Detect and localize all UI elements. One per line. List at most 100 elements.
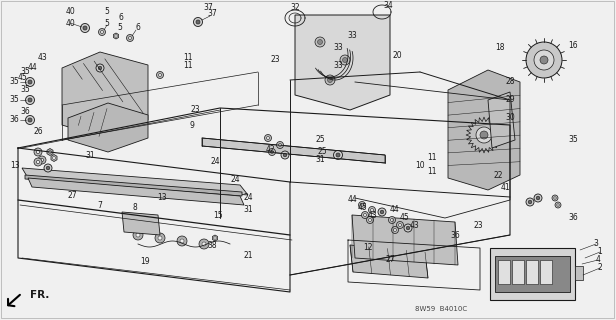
Text: 40: 40: [65, 7, 75, 17]
Circle shape: [342, 58, 347, 62]
Text: 22: 22: [493, 171, 503, 180]
Circle shape: [267, 137, 269, 140]
Text: 23: 23: [473, 220, 483, 229]
Text: 44: 44: [390, 205, 400, 214]
Text: 45: 45: [400, 213, 410, 222]
Text: 45: 45: [357, 204, 367, 212]
Circle shape: [554, 197, 556, 199]
Polygon shape: [113, 33, 119, 39]
Circle shape: [534, 194, 542, 202]
Circle shape: [528, 200, 532, 204]
Circle shape: [180, 239, 184, 243]
Circle shape: [283, 153, 287, 157]
Text: 27: 27: [385, 255, 395, 265]
Text: 5: 5: [118, 22, 123, 31]
Text: 29: 29: [505, 95, 515, 105]
Text: 35: 35: [20, 85, 30, 94]
Text: 12: 12: [363, 244, 373, 252]
Polygon shape: [122, 212, 160, 235]
Text: 8: 8: [132, 204, 137, 212]
Polygon shape: [202, 138, 385, 163]
Text: 44: 44: [27, 63, 37, 73]
Text: 37: 37: [207, 10, 217, 19]
Text: 11: 11: [183, 53, 193, 62]
Text: 5: 5: [105, 19, 110, 28]
Polygon shape: [295, 15, 390, 110]
Text: 1: 1: [598, 247, 602, 257]
Circle shape: [278, 144, 282, 147]
Circle shape: [49, 151, 51, 153]
Polygon shape: [352, 215, 458, 265]
Text: 19: 19: [140, 258, 150, 267]
Polygon shape: [62, 52, 148, 138]
Circle shape: [41, 158, 44, 162]
Text: 28: 28: [505, 77, 515, 86]
Text: 2: 2: [598, 263, 602, 273]
Text: 23: 23: [270, 55, 280, 65]
Text: 3: 3: [594, 239, 598, 249]
Bar: [495, 256, 570, 292]
Circle shape: [25, 95, 34, 105]
Circle shape: [44, 164, 52, 172]
Circle shape: [380, 210, 384, 214]
Bar: [512, 260, 524, 284]
Circle shape: [336, 153, 340, 157]
Circle shape: [155, 233, 165, 243]
Circle shape: [115, 35, 117, 37]
Polygon shape: [68, 103, 148, 152]
Circle shape: [199, 239, 209, 249]
Circle shape: [177, 236, 187, 246]
Circle shape: [98, 66, 102, 70]
Circle shape: [552, 195, 558, 201]
Circle shape: [526, 198, 534, 206]
Circle shape: [540, 56, 548, 64]
Circle shape: [99, 28, 105, 36]
Text: 30: 30: [505, 114, 515, 123]
Text: 34: 34: [383, 1, 393, 10]
Polygon shape: [213, 235, 217, 241]
Text: 25: 25: [317, 148, 327, 156]
Text: 32: 32: [290, 4, 300, 12]
Circle shape: [136, 233, 140, 237]
Text: 36: 36: [568, 213, 578, 222]
Circle shape: [367, 217, 373, 223]
Circle shape: [534, 50, 554, 70]
Text: 24: 24: [243, 194, 253, 203]
Circle shape: [363, 214, 367, 216]
Polygon shape: [28, 178, 244, 205]
Circle shape: [193, 18, 203, 27]
Text: 33: 33: [333, 44, 343, 52]
Text: 42: 42: [265, 146, 275, 155]
Circle shape: [100, 31, 103, 33]
Circle shape: [96, 64, 104, 72]
Text: 45: 45: [17, 73, 27, 82]
Polygon shape: [466, 117, 502, 153]
Text: 11: 11: [428, 167, 437, 177]
Circle shape: [28, 98, 32, 102]
Circle shape: [202, 242, 206, 246]
Text: 13: 13: [157, 194, 167, 203]
Text: 11: 11: [183, 60, 193, 69]
Text: 35: 35: [20, 68, 30, 76]
Text: 35: 35: [568, 135, 578, 145]
Circle shape: [28, 80, 32, 84]
Circle shape: [317, 39, 323, 44]
Text: 16: 16: [568, 41, 578, 50]
Polygon shape: [448, 70, 520, 190]
Circle shape: [156, 71, 163, 78]
Circle shape: [557, 204, 559, 206]
Text: 23: 23: [190, 106, 200, 115]
Text: 31: 31: [85, 150, 95, 159]
Polygon shape: [47, 148, 53, 156]
Circle shape: [270, 151, 274, 153]
Text: 25: 25: [315, 135, 325, 145]
Circle shape: [36, 150, 39, 154]
Text: 44: 44: [347, 196, 357, 204]
Circle shape: [477, 129, 490, 141]
Circle shape: [536, 196, 540, 200]
Text: 36: 36: [20, 108, 30, 116]
Circle shape: [404, 224, 412, 232]
Circle shape: [264, 134, 272, 141]
Circle shape: [81, 23, 89, 33]
Bar: [575, 266, 583, 280]
